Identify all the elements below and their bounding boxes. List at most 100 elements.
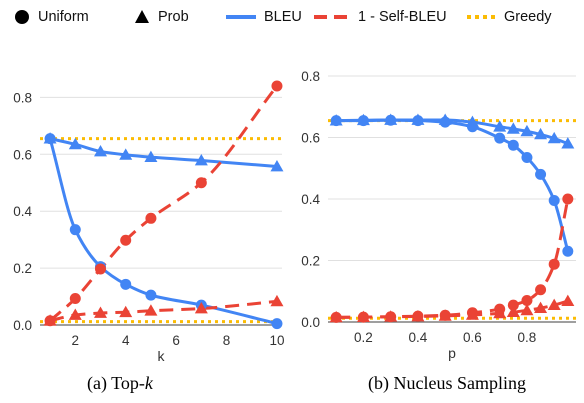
solid-line-icon [226,15,256,19]
nucleus-ytick-label: 0.0 [301,315,320,330]
topk-point-prob [94,306,107,318]
nucleus-series-line-selfbleu-uniform [336,198,570,319]
topk-point-prob [194,154,208,166]
topk-point-prob [43,314,57,326]
nucleus-point-prob [438,309,452,321]
nucleus-point-prob [411,309,425,322]
topk-point-prob [43,132,57,144]
topk-point-uniform [145,289,157,301]
nucleus-ytick-label: 0.8 [301,69,320,84]
nucleus-point-prob [411,113,425,125]
caption-nucleus: (b) Nucleus Sampling [368,373,526,393]
nucleus-point-uniform [548,195,560,207]
dashed-line-icon [314,15,350,19]
topk-point-prob [194,301,208,314]
nucleus-point-prob [356,310,370,322]
topk-point-uniform [95,263,106,275]
topk-ytick-label: 0.0 [13,318,32,333]
topk-ytick-label: 0.8 [13,90,32,105]
legend-label-prob: Prob [158,9,189,25]
legend-label-bleu: BLEU [264,9,302,25]
topk-point-uniform [145,212,157,224]
topk-point-uniform [271,80,283,92]
topk-point-uniform [69,293,81,305]
nucleus-point-prob [384,113,398,125]
topk-point-uniform [195,177,207,189]
nucleus-point-prob [547,131,561,144]
nucleus-point-uniform [494,132,506,144]
nucleus-point-prob [506,305,520,318]
caption-top-k-prefix: (a) Top- [87,373,145,393]
nucleus-point-prob [561,294,575,306]
legend-item-bleu: BLEU [226,4,302,30]
nucleus-point-prob [438,113,452,125]
nucleus-point-prob [493,120,507,132]
nucleus-ytick-label: 0.4 [301,192,320,207]
nucleus-point-uniform [521,294,533,306]
triangle-marker-icon [135,10,149,23]
nucleus-point-prob [329,310,343,323]
nucleus-point-prob [493,306,507,319]
nucleus-point-prob [506,122,520,134]
nucleus-point-uniform [507,299,519,311]
topk-point-prob [270,160,284,172]
nucleus-point-prob [356,113,370,126]
legend-label-selfbleu: 1 - Self-BLEU [358,9,447,25]
nucleus-point-uniform [562,193,574,205]
topk-point-uniform [120,278,132,290]
topk-point-uniform [271,318,283,330]
legend-item-greedy: Greedy [466,4,552,30]
legend-label-greedy: Greedy [504,9,552,25]
topk-point-uniform [69,224,81,236]
nucleus-point-prob [384,310,398,322]
nucleus-point-prob [520,124,534,137]
topk-point-prob [68,308,82,320]
topk-xtick-label: 10 [269,333,284,348]
nucleus-point-uniform [535,168,547,180]
nucleus-point-prob [534,127,548,140]
nucleus-point-uniform [535,284,547,296]
topk-point-prob [94,144,107,157]
topk-xtick-label: 6 [172,333,180,348]
topk-point-prob [119,148,133,160]
nucleus-ytick-label: 0.2 [301,254,320,269]
nucleus-xaxis-label: p [448,345,456,361]
nucleus-point-prob [329,114,343,126]
legend-item-selfbleu: 1 - Self-BLEU [314,4,447,30]
nucleus-point-prob [534,301,548,314]
legend: Uniform Prob BLEU 1 - Self-BLEU Greedy [0,4,584,30]
nucleus-point-uniform [507,139,519,151]
nucleus-point-prob [520,303,534,316]
topk-ytick-label: 0.6 [13,147,32,162]
nucleus-point-prob [547,298,561,310]
topk-point-prob [119,305,133,318]
caption-top-k-var: k [144,373,153,393]
topk-xtick-label: 4 [122,333,130,348]
nucleus-point-uniform [521,151,533,163]
dotted-line-icon [467,15,496,19]
nucleus-xtick-label: 0.8 [518,330,537,345]
nucleus-point-prob [465,115,479,127]
nucleus-xtick-label: 0.4 [409,330,428,345]
nucleus-series-line-bleu-uniform [334,118,570,253]
nucleus-point-prob [561,137,575,149]
nucleus-xtick-label: 0.6 [463,330,482,345]
nucleus-point-uniform [562,245,574,257]
legend-item-prob: Prob [134,4,189,30]
topk-ytick-label: 0.2 [13,261,32,276]
circle-marker-icon [15,10,29,24]
topk-point-prob [270,294,284,307]
topk-point-uniform [120,234,132,246]
topk-ytick-label: 0.4 [13,204,32,219]
caption-top-k: (a) Top-k [87,373,153,394]
topk-xtick-label: 2 [72,333,80,348]
topk-point-prob [68,137,82,150]
topk-point-prob [144,150,158,163]
legend-label-uniform: Uniform [38,9,89,25]
legend-item-uniform: Uniform [14,4,89,30]
topk-point-prob [144,304,158,316]
topk-xaxis-label: k [158,348,166,364]
nucleus-point-prob [465,308,479,320]
